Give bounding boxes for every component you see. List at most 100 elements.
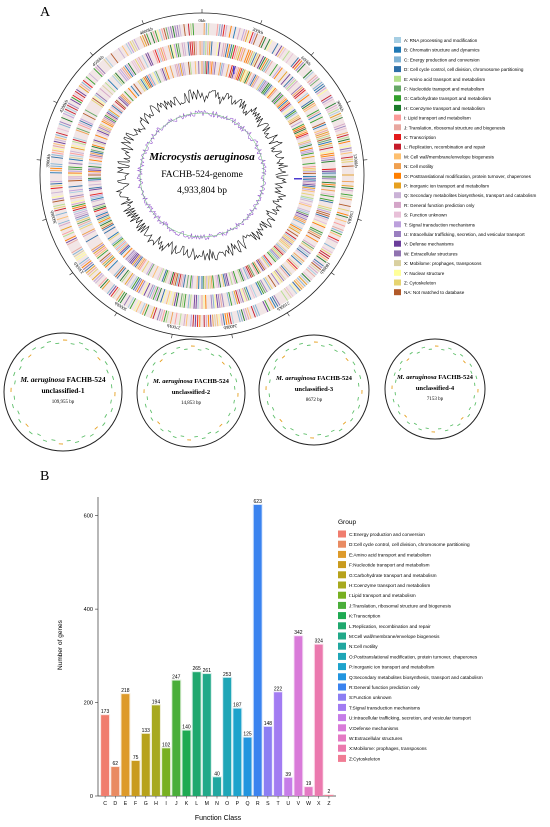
x-tick-label: P (236, 801, 240, 807)
contig-feature (425, 427, 429, 429)
cds-feature (290, 254, 302, 265)
cds-feature (148, 285, 156, 299)
cds-feature (152, 265, 159, 278)
cds-feature (179, 293, 183, 308)
contig-feature (341, 350, 346, 354)
cds-feature (85, 76, 96, 85)
contig-feature (345, 357, 349, 362)
cds-feature (77, 220, 92, 227)
contig-ring (384, 338, 486, 440)
cds-feature (116, 242, 128, 252)
cds-feature (233, 45, 239, 60)
cds-feature (340, 149, 353, 153)
cds-feature (273, 294, 281, 306)
cds-feature (296, 208, 310, 214)
cds-feature (280, 73, 291, 85)
cds-feature (193, 294, 196, 309)
cog-legend-label: Y: Nuclear structure (404, 271, 445, 276)
cds-feature (156, 308, 162, 321)
contig-feature (110, 407, 113, 413)
cds-feature (71, 203, 86, 208)
cds-feature (210, 294, 213, 309)
contig-feature (160, 428, 164, 432)
group-legend-label: V:Defense mechanisms (349, 726, 399, 731)
cds-feature (261, 256, 270, 268)
cds-feature (124, 272, 134, 285)
cds-feature (300, 149, 314, 153)
contig-feature (274, 358, 278, 363)
cds-feature (318, 142, 333, 147)
cds-feature (256, 281, 265, 295)
cds-feature (153, 71, 160, 84)
bar (304, 787, 313, 796)
cds-feature (273, 67, 283, 80)
cds-feature (267, 274, 277, 288)
cds-feature (181, 274, 185, 288)
cds-feature (290, 57, 299, 68)
cog-legend-label: T: Signal transduction mechanisms (404, 222, 476, 227)
cds-feature (271, 92, 282, 103)
cds-feature (53, 203, 66, 208)
cds-feature (219, 293, 223, 308)
group-legend-swatch (338, 540, 346, 548)
cds-feature (51, 149, 64, 153)
cds-feature (240, 288, 246, 302)
cds-feature (189, 61, 192, 75)
cds-feature (298, 275, 308, 286)
cds-feature (96, 212, 109, 219)
cds-feature (315, 213, 329, 219)
cds-feature (104, 114, 117, 123)
cds-feature (51, 195, 64, 199)
cds-feature (96, 64, 106, 75)
cds-feature (244, 30, 250, 42)
contig-feature (444, 429, 449, 432)
cds-feature (176, 63, 180, 77)
cds-feature (224, 273, 228, 287)
cds-feature (289, 225, 301, 233)
group-legend-swatch (338, 642, 346, 650)
cds-feature (161, 68, 167, 81)
cds-feature (174, 25, 178, 38)
cds-feature (216, 23, 219, 36)
cds-feature (249, 74, 257, 87)
contig-feature (330, 429, 335, 433)
cog-legend-swatch (394, 37, 401, 43)
cds-feature (195, 294, 198, 309)
cds-feature (68, 188, 83, 192)
x-tick-label: R (256, 801, 260, 807)
ring-tick-label: 1500kb (346, 210, 355, 225)
cds-feature (97, 215, 110, 222)
cds-feature (302, 188, 316, 191)
cds-feature (341, 187, 354, 190)
group-legend-label: R:General function prediction only (349, 685, 420, 690)
contig-title: M. aeruginosa FACHB-524 (19, 375, 105, 384)
contig-feature (395, 379, 397, 383)
cds-feature (51, 191, 64, 194)
cds-feature (169, 311, 174, 324)
contig-feature (406, 421, 410, 425)
cds-feature (338, 140, 351, 145)
cds-feature (240, 48, 246, 62)
cds-feature (215, 294, 219, 309)
group-legend-label: F:Nucleotide transport and metabolism (349, 563, 430, 568)
cds-feature (164, 270, 170, 284)
y-tick-label: 0 (90, 794, 93, 800)
cds-feature (335, 127, 347, 133)
cds-feature (90, 152, 103, 156)
cds-feature (181, 62, 185, 76)
cds-feature (119, 292, 128, 304)
cds-feature (163, 269, 169, 283)
cds-feature (303, 104, 317, 113)
bar-value-label: 19 (306, 781, 312, 787)
contig-feature (474, 402, 477, 406)
cds-feature (191, 41, 194, 56)
panel-a-label: A (40, 5, 51, 20)
group-legend-swatch (338, 591, 346, 599)
cds-feature (95, 211, 109, 218)
cds-feature (84, 263, 95, 272)
contig-feature (398, 367, 402, 372)
cds-feature (154, 287, 161, 301)
contig-feature (359, 375, 362, 379)
contig-feature (328, 343, 333, 347)
contig-feature (473, 395, 475, 399)
